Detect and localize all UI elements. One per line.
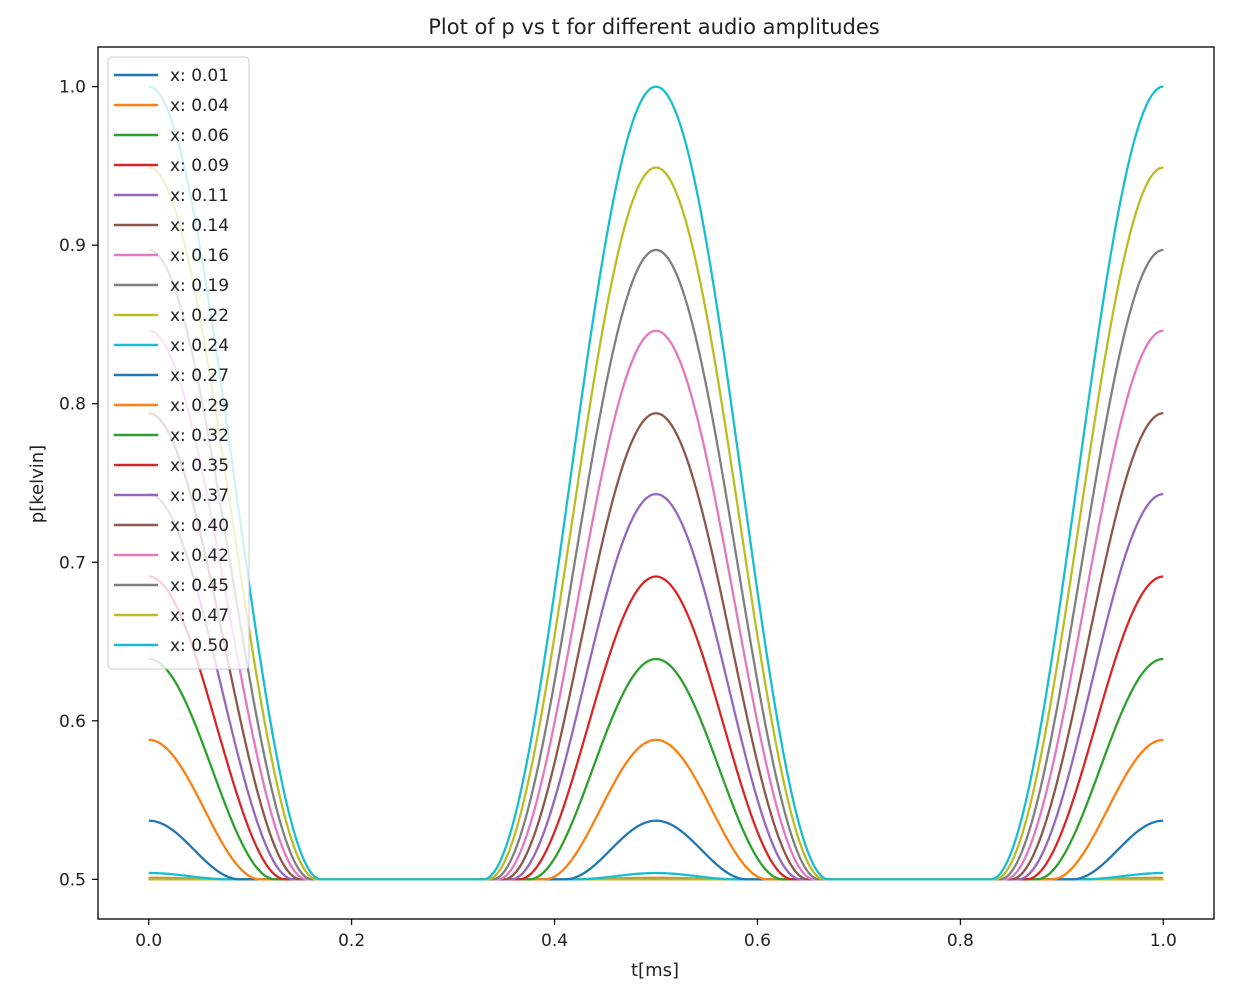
- y-tick-label: 0.5: [59, 870, 86, 890]
- y-axis: 0.5 0.6 0.7 0.8 0.9 1.0: [59, 78, 98, 890]
- legend-label: x: 0.50: [170, 636, 229, 656]
- legend-label: x: 0.35: [170, 456, 229, 476]
- legend: x: 0.01 x: 0.04 x: 0.06 x: 0.09 x: 0.11 x: 0.…: [107, 56, 250, 670]
- legend-label: x: 0.32: [170, 426, 229, 446]
- y-tick-label: 0.7: [59, 553, 86, 573]
- plot-lines: [148, 85, 1164, 881]
- legend-label: x: 0.11: [170, 186, 229, 206]
- x-tick-label: 0.0: [135, 931, 162, 951]
- y-tick-label: 0.9: [59, 236, 86, 256]
- series-line-19: [148, 166, 1164, 881]
- legend-label: x: 0.16: [170, 246, 229, 266]
- legend-label: x: 0.09: [170, 156, 229, 176]
- legend-label: x: 0.42: [170, 546, 229, 566]
- x-axis-title: t[ms]: [631, 960, 679, 981]
- legend-label: x: 0.06: [170, 126, 229, 146]
- legend-label: x: 0.40: [170, 516, 229, 536]
- plot-frame: [97, 46, 1215, 920]
- legend-label: x: 0.14: [170, 216, 229, 236]
- series-line-13: [148, 657, 1164, 881]
- legend-label: x: 0.19: [170, 276, 229, 296]
- y-tick-label: 1.0: [59, 78, 86, 98]
- series-line-20: [148, 85, 1164, 881]
- series-line-14: [148, 575, 1164, 881]
- x-tick-label: 0.8: [947, 931, 974, 951]
- series-line-16: [148, 412, 1164, 881]
- x-axis: 0.0 0.2 0.4 0.6 0.8 1.0: [135, 919, 1177, 951]
- legend-label: x: 0.24: [170, 336, 229, 356]
- series-line-12: [148, 738, 1164, 881]
- series-line-18: [148, 248, 1164, 881]
- legend-label: x: 0.45: [170, 576, 229, 596]
- y-tick-label: 0.6: [59, 712, 86, 732]
- y-axis-title: p[kelvin]: [27, 445, 48, 523]
- legend-label: x: 0.22: [170, 306, 229, 326]
- legend-label: x: 0.04: [170, 96, 229, 116]
- x-tick-label: 0.4: [541, 931, 568, 951]
- legend-label: x: 0.37: [170, 486, 229, 506]
- legend-box: [107, 56, 250, 670]
- chart-title: Plot of p vs t for different audio ampli…: [428, 15, 879, 39]
- legend-label: x: 0.29: [170, 396, 229, 416]
- y-tick-label: 0.8: [59, 395, 86, 415]
- legend-label: x: 0.27: [170, 366, 229, 386]
- x-tick-label: 0.2: [338, 931, 365, 951]
- x-tick-label: 0.6: [744, 931, 771, 951]
- legend-label: x: 0.01: [170, 66, 229, 86]
- legend-label: x: 0.47: [170, 606, 229, 626]
- x-tick-label: 1.0: [1150, 931, 1177, 951]
